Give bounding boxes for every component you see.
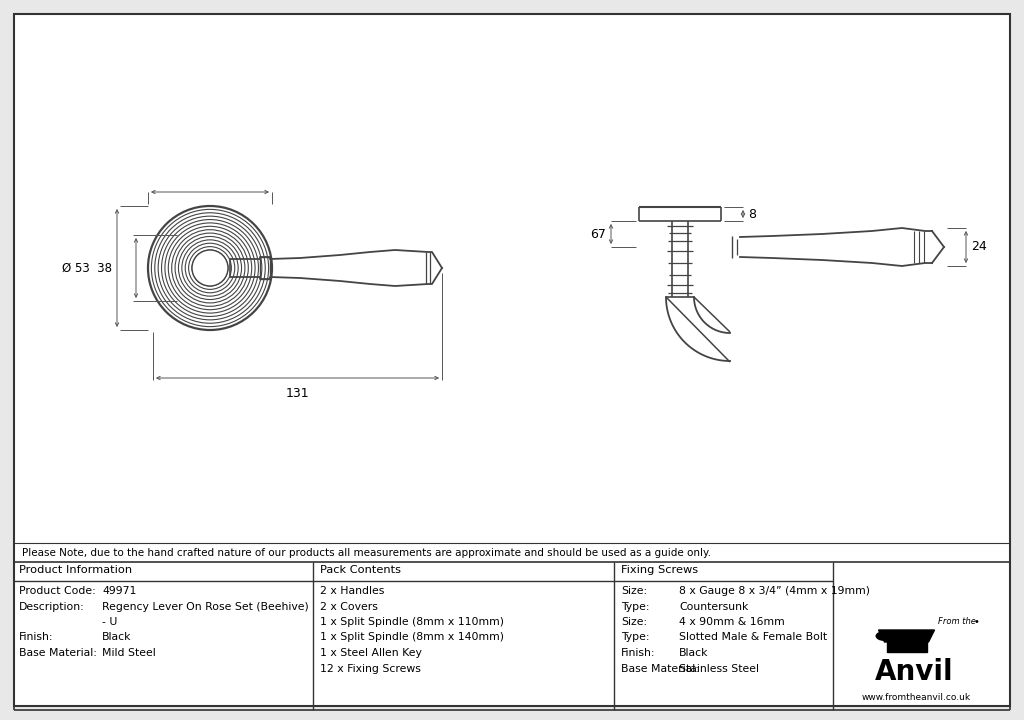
Text: 8: 8: [748, 207, 756, 220]
Text: 131: 131: [286, 387, 309, 400]
Text: Product Code:: Product Code:: [19, 586, 96, 596]
Text: www.fromtheanvil.co.uk: www.fromtheanvil.co.uk: [862, 693, 971, 702]
Text: •: •: [974, 617, 979, 627]
Text: Countersunk: Countersunk: [679, 601, 749, 611]
Text: Base Material:: Base Material:: [621, 664, 698, 673]
Text: From the: From the: [939, 618, 976, 626]
Text: Type:: Type:: [621, 632, 649, 642]
Text: Base Material:: Base Material:: [19, 648, 97, 658]
Text: 67: 67: [590, 228, 606, 240]
Text: Finish:: Finish:: [621, 648, 655, 658]
Text: Slotted Male & Female Bolt: Slotted Male & Female Bolt: [679, 632, 827, 642]
Text: 12 x Fixing Screws: 12 x Fixing Screws: [319, 664, 421, 673]
Ellipse shape: [876, 631, 894, 641]
Text: 1 x Steel Allen Key: 1 x Steel Allen Key: [319, 648, 422, 658]
Text: 1 x Split Spindle (8mm x 140mm): 1 x Split Spindle (8mm x 140mm): [319, 632, 504, 642]
Polygon shape: [887, 642, 927, 652]
Text: 1 x Split Spindle (8mm x 110mm): 1 x Split Spindle (8mm x 110mm): [319, 617, 504, 627]
FancyBboxPatch shape: [14, 14, 1010, 706]
Text: 4 x 90mm & 16mm: 4 x 90mm & 16mm: [679, 617, 784, 627]
Circle shape: [193, 250, 228, 286]
Text: Black: Black: [102, 632, 131, 642]
Text: Regency Lever On Rose Set (Beehive): Regency Lever On Rose Set (Beehive): [102, 601, 309, 611]
Text: 24: 24: [971, 240, 987, 253]
Text: - U: - U: [102, 617, 118, 627]
Text: Black: Black: [679, 648, 709, 658]
Text: 2 x Covers: 2 x Covers: [319, 601, 378, 611]
Text: Pack Contents: Pack Contents: [319, 565, 401, 575]
Text: Anvil: Anvil: [876, 658, 953, 686]
Polygon shape: [879, 630, 935, 642]
Text: 2 x Handles: 2 x Handles: [319, 586, 384, 596]
Text: Type:: Type:: [621, 601, 649, 611]
Text: Mild Steel: Mild Steel: [102, 648, 156, 658]
Text: Description:: Description:: [19, 601, 85, 611]
Text: Size:: Size:: [621, 586, 647, 596]
Text: 8 x Gauge 8 x 3/4” (4mm x 19mm): 8 x Gauge 8 x 3/4” (4mm x 19mm): [679, 586, 870, 596]
Text: 49971: 49971: [102, 586, 136, 596]
Text: Ø 53  38: Ø 53 38: [62, 261, 112, 274]
Text: Stainless Steel: Stainless Steel: [679, 664, 759, 673]
Text: Finish:: Finish:: [19, 632, 53, 642]
Text: Size:: Size:: [621, 617, 647, 627]
Text: Fixing Screws: Fixing Screws: [621, 565, 698, 575]
Text: Please Note, due to the hand crafted nature of our products all measurements are: Please Note, due to the hand crafted nat…: [22, 548, 711, 558]
Text: Product Information: Product Information: [19, 565, 132, 575]
